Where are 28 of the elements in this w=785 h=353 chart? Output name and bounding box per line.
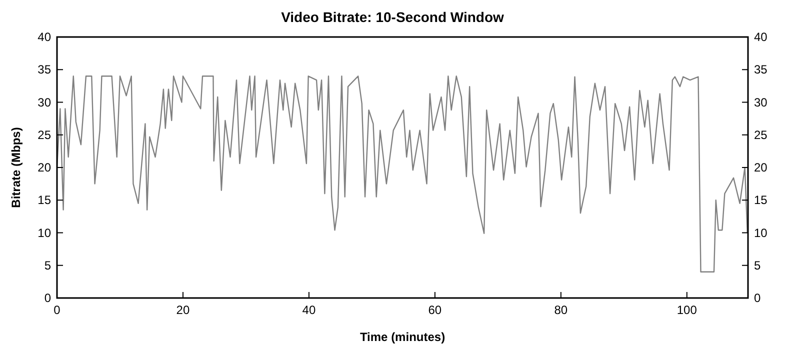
y2-tick-label: 15 xyxy=(754,193,768,208)
y-tick-label: 40 xyxy=(38,30,52,44)
y-tick-label: 10 xyxy=(38,226,52,240)
x-tick-label: 60 xyxy=(428,303,442,317)
x-tick-label: 20 xyxy=(176,303,190,317)
y-axis-title: Bitrate (Mbps) xyxy=(9,127,23,208)
y2-tick-label: 35 xyxy=(754,62,768,77)
x-tick-label: 40 xyxy=(302,303,316,317)
x-tick-label: 100 xyxy=(676,303,698,317)
y2-tick-label: 20 xyxy=(754,160,768,174)
y2-tick-label: 0 xyxy=(754,291,761,305)
y2-tick-label: 40 xyxy=(754,30,768,44)
y2-tick-label: 25 xyxy=(754,128,768,142)
y-tick-label: 5 xyxy=(44,258,52,272)
y-tick-label: 0 xyxy=(44,291,52,305)
y2-tick-label: 5 xyxy=(754,258,761,272)
y2-tick-label: 10 xyxy=(754,226,768,240)
y-tick-label: 15 xyxy=(38,193,52,208)
y-tick-label: 35 xyxy=(38,62,52,77)
y-tick-label: 25 xyxy=(38,128,52,142)
line-series xyxy=(56,76,748,272)
x-tick-label: 80 xyxy=(554,303,568,317)
y-tick-label: 20 xyxy=(38,160,52,174)
chart-title: Video Bitrate: 10-Second Window xyxy=(281,9,504,25)
y-tick-label: 30 xyxy=(38,95,52,110)
x-tick-label: 0 xyxy=(54,303,61,317)
x-axis-title: Time (minutes) xyxy=(360,330,446,344)
y2-tick-label: 30 xyxy=(754,95,768,110)
